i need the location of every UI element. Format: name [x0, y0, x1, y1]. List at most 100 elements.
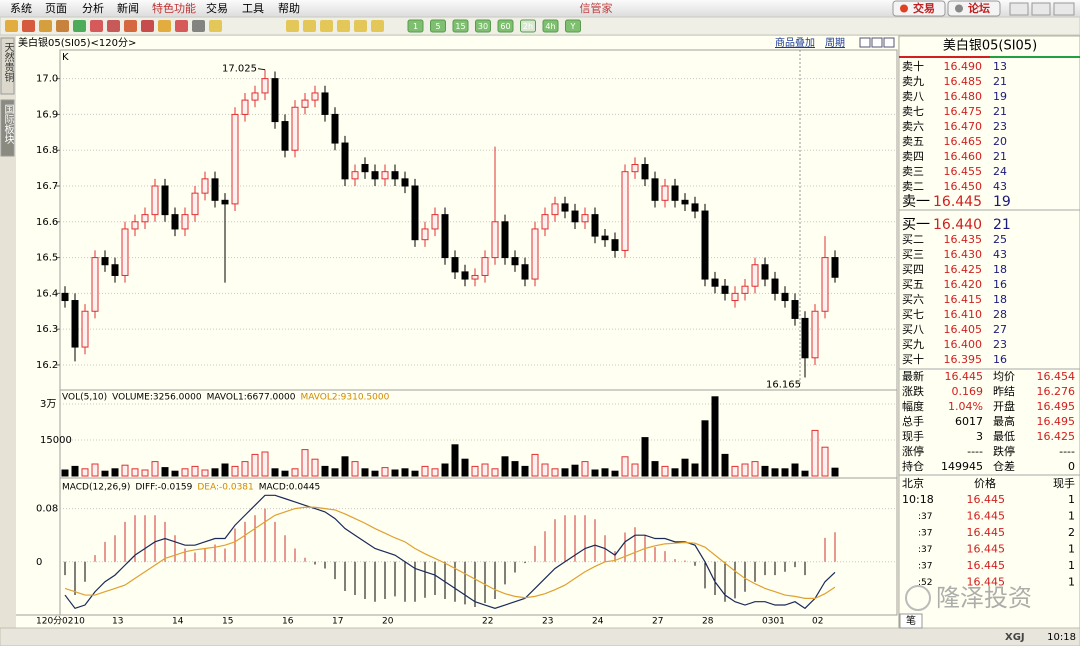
tool-icon[interactable] — [158, 20, 171, 32]
top-button-label[interactable]: 论坛 — [968, 1, 990, 15]
tool-icon[interactable] — [73, 20, 86, 32]
period-label[interactable]: 15 — [455, 22, 465, 31]
top-button[interactable] — [947, 0, 1001, 17]
y-tick-label: 16.2 — [36, 360, 58, 371]
candle-body — [831, 257, 839, 278]
close-button[interactable] — [1053, 2, 1075, 16]
book-price: 16.460 — [944, 150, 983, 163]
side-tab-label[interactable]: 天然贵铜 — [2, 42, 14, 83]
tool-icon[interactable] — [320, 20, 333, 32]
menu-item[interactable]: 帮助 — [278, 1, 300, 15]
candle-body — [381, 171, 389, 180]
period-button[interactable] — [565, 19, 581, 33]
volume-bar — [431, 468, 439, 477]
side-tab[interactable] — [0, 37, 15, 95]
period-button[interactable] — [497, 19, 514, 33]
period-button[interactable] — [407, 19, 424, 33]
tool-icon[interactable] — [5, 20, 18, 32]
y-tick-label: 16.8 — [36, 145, 58, 156]
quote-title: 美白银05(SI05) — [943, 38, 1037, 54]
panel-button[interactable] — [883, 37, 895, 48]
book-price: 16.475 — [944, 105, 983, 118]
book-qty: 43 — [993, 180, 1007, 193]
panel-button[interactable] — [871, 37, 883, 48]
menu-item[interactable]: 交易 — [206, 1, 228, 15]
menu-item[interactable]: 分析 — [82, 1, 104, 15]
volume-bar — [711, 396, 719, 477]
volume-bar — [681, 458, 689, 477]
maximize-button[interactable] — [1031, 2, 1051, 16]
x-tick-label: 22 — [482, 617, 493, 627]
y-tick-label: 16.3 — [36, 324, 58, 335]
header-link[interactable]: 周期 — [825, 37, 845, 49]
book-qty: 21 — [993, 217, 1011, 233]
volume-bar — [581, 461, 589, 477]
period-label[interactable]: 2h — [523, 22, 533, 31]
tool-icon[interactable] — [371, 20, 384, 32]
tool-icon[interactable] — [303, 20, 316, 32]
stat-value: 16.276 — [1037, 385, 1076, 398]
tool-icon[interactable] — [141, 20, 154, 32]
volume-bar — [591, 469, 599, 477]
period-label[interactable]: 60 — [500, 22, 510, 31]
volume-bar — [211, 468, 219, 477]
bottom-tab-label[interactable]: 笔 — [906, 614, 916, 627]
menu-item[interactable]: 工具 — [242, 2, 264, 15]
period-button[interactable] — [430, 19, 446, 33]
bottom-tab[interactable] — [899, 613, 923, 629]
volume-bar — [301, 449, 309, 477]
side-tab[interactable] — [0, 99, 15, 157]
period-button[interactable] — [520, 19, 536, 33]
tool-icon[interactable] — [107, 20, 120, 32]
volume-bar — [541, 463, 549, 477]
tool-icon[interactable] — [192, 20, 205, 32]
menu-item[interactable]: 特色功能 — [152, 1, 196, 15]
trade-time: :37 — [918, 512, 932, 522]
top-button-label[interactable]: 交易 — [913, 1, 935, 15]
menu-item[interactable]: 系统 — [10, 2, 32, 15]
tool-icon[interactable] — [39, 20, 52, 32]
tool-icon[interactable] — [354, 20, 367, 32]
period-label[interactable]: 1 — [413, 22, 418, 31]
period-button[interactable] — [475, 19, 491, 33]
candle-body — [581, 214, 589, 223]
header-link[interactable]: 商品叠加 — [775, 36, 815, 49]
volume-bar — [751, 461, 759, 477]
candle-body — [691, 203, 699, 212]
volume-bar — [421, 465, 429, 477]
tool-icon[interactable] — [22, 20, 35, 32]
tool-icon[interactable] — [209, 20, 222, 32]
panel-button[interactable] — [859, 37, 871, 48]
menu-item[interactable]: 新闻 — [117, 1, 139, 15]
tool-icon[interactable] — [124, 20, 137, 32]
watermark-icon — [905, 585, 931, 611]
minimize-button[interactable] — [1009, 2, 1029, 16]
menu-item[interactable]: 页面 — [45, 2, 67, 15]
volume-bar — [381, 467, 389, 477]
dea-line — [64, 506, 836, 599]
top-button[interactable] — [892, 0, 946, 17]
book-price: 16.420 — [944, 278, 983, 291]
tool-icon[interactable] — [56, 20, 69, 32]
tool-icon[interactable] — [175, 20, 188, 32]
period-label[interactable]: 5 — [435, 22, 440, 31]
volume-bar — [771, 468, 779, 477]
candle-body — [671, 185, 679, 201]
tool-icon[interactable] — [90, 20, 103, 32]
candle-body — [391, 171, 399, 180]
period-label[interactable]: 30 — [478, 22, 488, 31]
tool-icon[interactable] — [286, 20, 299, 32]
candle-body — [811, 310, 819, 359]
y-tick-label: 16.5 — [36, 253, 58, 264]
book-qty: 25 — [993, 233, 1007, 246]
period-label[interactable]: Y — [570, 22, 576, 31]
tool-icon[interactable] — [337, 20, 350, 32]
period-button[interactable] — [452, 19, 469, 33]
side-tab-label[interactable]: 国际板块 — [2, 104, 14, 145]
candle-body — [321, 92, 329, 115]
period-label[interactable]: 4h — [545, 22, 555, 31]
period-button[interactable] — [542, 19, 559, 33]
volume-bar — [111, 468, 119, 477]
stat-value: 6017 — [955, 415, 983, 428]
